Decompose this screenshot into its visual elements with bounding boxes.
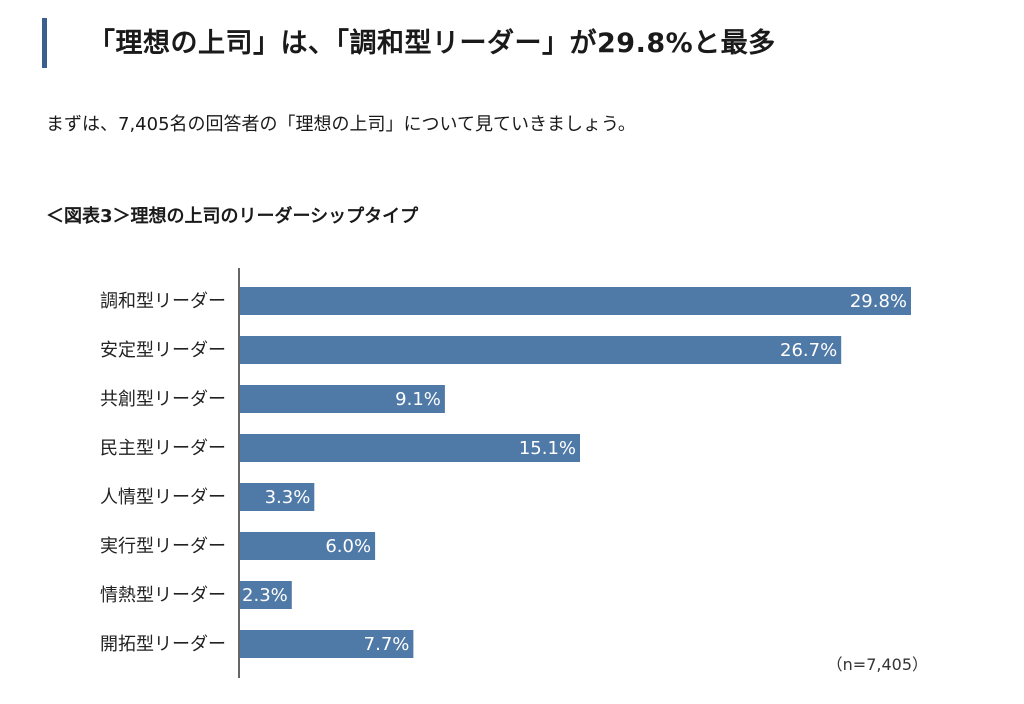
category-label: 情熱型リーダー: [100, 585, 226, 606]
value-label: 26.7%: [780, 340, 837, 361]
value-label: 6.0%: [325, 536, 371, 557]
bars-group: 調和型リーダー 29.8% 安定型リーダー 26.7% 共創型リーダー 9.1% 民主型リー…: [100, 287, 911, 658]
chart-title: ＜図表3＞理想の上司のリーダーシップタイプ: [46, 206, 419, 227]
bar: [240, 483, 315, 511]
category-label: 実行型リーダー: [100, 536, 226, 557]
value-label: 29.8%: [850, 291, 907, 312]
bar: [240, 385, 445, 413]
value-label: 15.1%: [519, 438, 576, 459]
intro-text: まずは、7,405名の回答者の「理想の上司」について見ていきましょう。: [46, 114, 636, 135]
value-label: 7.7%: [364, 634, 410, 655]
value-label: 3.3%: [265, 487, 311, 508]
category-label: 人情型リーダー: [100, 487, 226, 508]
bar: [240, 532, 376, 560]
bar: [240, 581, 292, 609]
heading-accent-bar: [42, 18, 47, 68]
category-label: 安定型リーダー: [100, 340, 226, 361]
bar: [240, 630, 414, 658]
category-label: 民主型リーダー: [100, 438, 226, 459]
bar: [240, 336, 842, 364]
value-label: 2.3%: [242, 585, 288, 606]
bar: [240, 287, 911, 315]
bar: [240, 434, 581, 462]
category-label: 共創型リーダー: [100, 389, 226, 410]
category-label: 調和型リーダー: [100, 291, 226, 312]
category-label: 開拓型リーダー: [100, 634, 226, 655]
page-title: 「理想の上司」は、「調和型リーダー」が29.8%と最多: [88, 28, 776, 59]
sample-size-note: （n=7,405）: [826, 655, 928, 674]
value-label: 9.1%: [395, 389, 441, 410]
